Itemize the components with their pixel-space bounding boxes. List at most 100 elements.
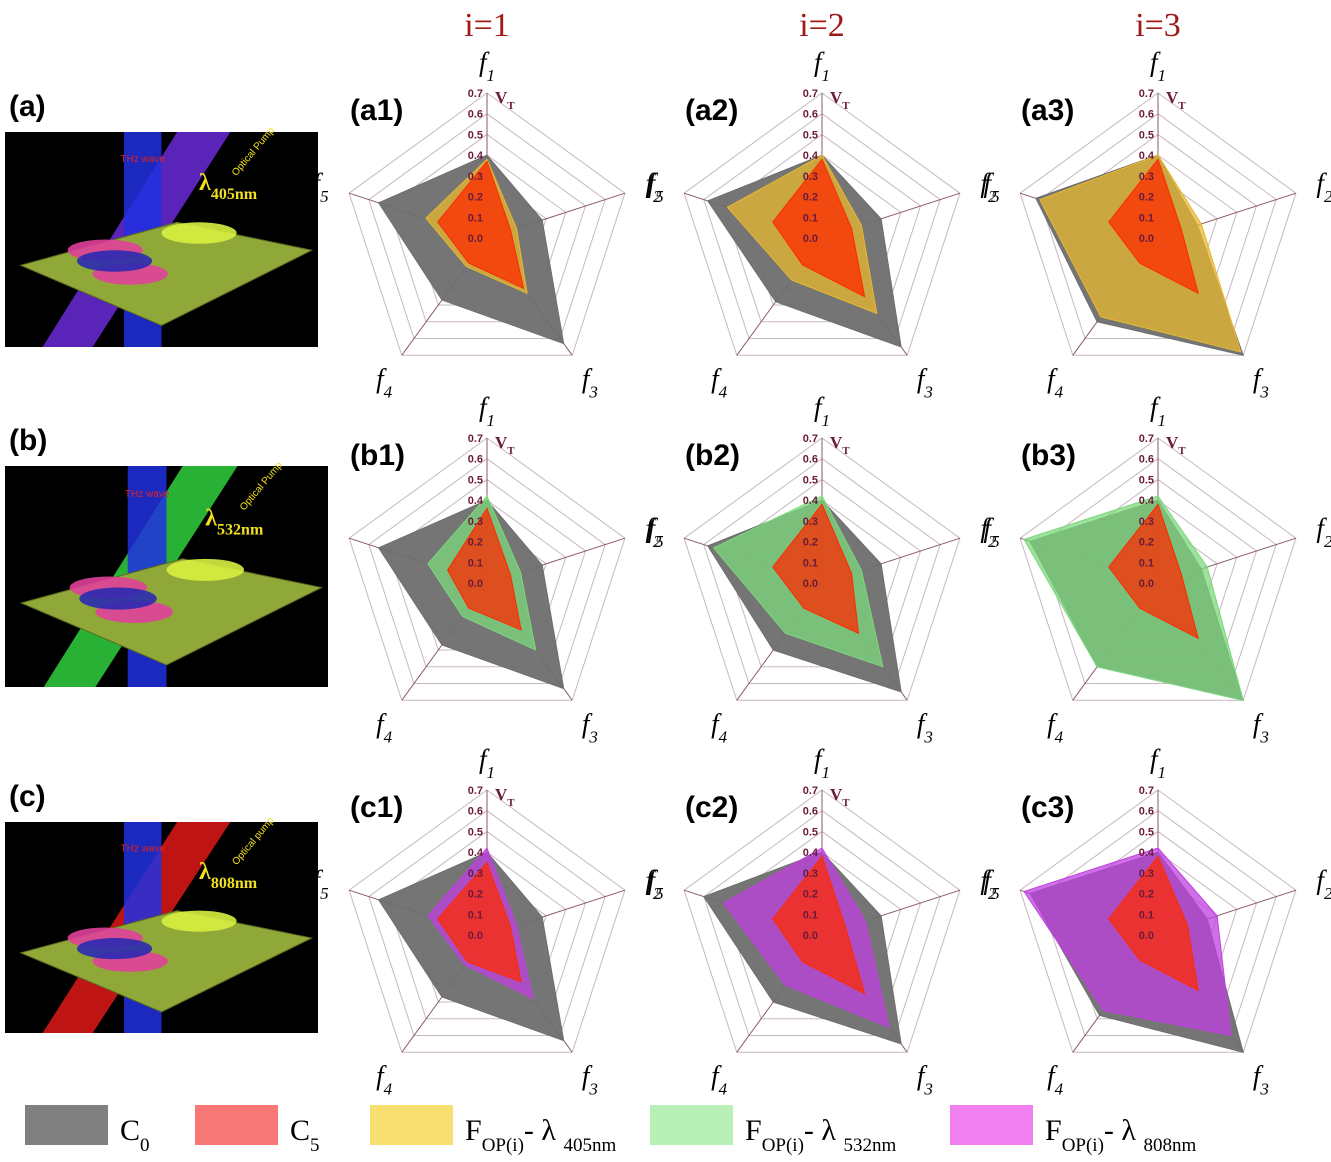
column-title: i=1 [464,7,510,44]
radar-area [772,503,860,635]
r-tick-label: 0.7 [1139,785,1154,797]
r-tick-label: 0.3 [803,868,818,880]
r-tick-label: 0.1 [1139,909,1154,921]
axis-label-part: f [648,513,659,543]
axis-label-part: f [1047,364,1058,394]
r-axis-title: VT [830,433,850,457]
panel-label: (c1) [350,791,403,824]
axis-label-part: 1 [822,411,831,430]
r-axis-title: VT [1166,88,1186,112]
axis-label: f3 [582,364,598,402]
r-tick-label: 0.4 [468,847,484,859]
grid-ring [1019,92,1297,356]
r-tick-label: 0.6 [803,109,818,121]
r-tick-label: 0.2 [1139,537,1154,549]
r-tick-label: 0.5 [468,474,483,486]
r-axis-title-part: T [507,797,515,809]
axis-label: f1 [1150,392,1166,430]
axis-label: f5 [648,865,664,903]
axis-label-part: 3 [1259,382,1269,401]
axis-label: f4 [1047,709,1064,747]
axis-label-part: f [313,865,324,895]
axis-label-part: f [984,168,995,198]
r-tick-label: 0.3 [468,171,483,183]
axis-label: f5 [984,865,1000,903]
axis-label: f3 [582,709,598,747]
legend-swatch [25,1105,108,1145]
radar-area [772,158,866,298]
axis-label-part: f [814,47,825,77]
r-tick-label: 0.6 [1139,454,1154,466]
grid-ring [1019,789,1297,1053]
axis-label-part: f [984,865,995,895]
axis-label-part: f [376,364,387,394]
protein-helix [79,587,157,610]
axis-label: f3 [1253,1061,1269,1099]
axis-label-part: f [582,709,593,739]
r-tick-label: 0.2 [468,889,483,901]
r-tick-label: 0.0 [468,233,483,245]
r-tick-label: 0.1 [803,909,818,921]
legend-label-part: C [290,1114,310,1147]
axis-label-part: 2 [1324,883,1331,902]
axis-label-part: f [711,364,722,394]
beam-label: THz wave [125,489,170,500]
panel-label: (c3) [1021,791,1074,824]
r-axis-title-part: V [830,433,843,452]
legend-label: C5 [290,1114,320,1156]
panel-label: (a) [9,90,46,123]
r-tick-label: 0.6 [468,109,483,121]
r-axis-title: VT [495,785,515,809]
axis-label: f4 [711,364,728,402]
r-tick-label: 0.2 [1139,889,1154,901]
axis-label-part: 5 [655,883,664,902]
wavelength-label-part: λ [199,859,211,885]
axis-label-part: 3 [588,727,598,746]
r-tick-label: 0.7 [1139,433,1154,445]
axis-label-part: f [711,1061,722,1091]
wavelength-label: λ405nm [199,170,258,203]
r-tick-label: 0.7 [803,785,818,797]
protein-helix [76,250,153,272]
r-axis-title-part: V [1166,88,1179,107]
r-tick-label: 0.1 [803,557,818,569]
axis-label-part: f [984,513,995,543]
axis-label-part: 3 [588,382,598,401]
r-tick-label: 0.3 [468,516,483,528]
axis-label-part: f [376,709,387,739]
r-tick-label: 0.5 [468,129,483,141]
r-axis-title-part: V [830,785,843,804]
axis-label-part: f [479,392,490,422]
axis-label: f3 [917,709,933,747]
axis-label-part: 2 [1324,186,1331,205]
protein-helix [161,222,237,244]
axis-label-part: f [313,168,324,198]
axis-label-part: 1 [822,763,831,782]
wavelength-label-part: λ [205,506,217,532]
axis-label-part: 1 [1158,411,1167,430]
axis-label-part: f [1253,364,1264,394]
r-tick-label: 0.0 [1139,578,1154,590]
r-tick-label: 0.4 [1139,150,1155,162]
r-tick-label: 0.5 [803,129,818,141]
axis-label-part: f [711,709,722,739]
r-tick-label: 0.5 [468,826,483,838]
axis-label-part: f [1316,513,1327,543]
axis-label: f4 [376,1061,393,1099]
r-axis-title-part: V [1166,433,1179,452]
r-axis-title-part: V [830,88,843,107]
legend-swatch [195,1105,278,1145]
grid-ring [703,810,941,1037]
axis-label: f1 [814,744,830,782]
grid-ring [348,789,626,1053]
wavelength-label-part: 808nm [211,874,258,891]
r-tick-label: 0.1 [1139,557,1154,569]
axis-label: f5 [984,513,1000,551]
r-tick-label: 0.3 [1139,171,1154,183]
r-axis-title-part: T [842,445,850,457]
wavelength-label-part: λ [199,170,211,196]
radar-area [1108,855,1199,992]
axis-label: f5 [648,513,664,551]
axis-label: f1 [479,744,495,782]
